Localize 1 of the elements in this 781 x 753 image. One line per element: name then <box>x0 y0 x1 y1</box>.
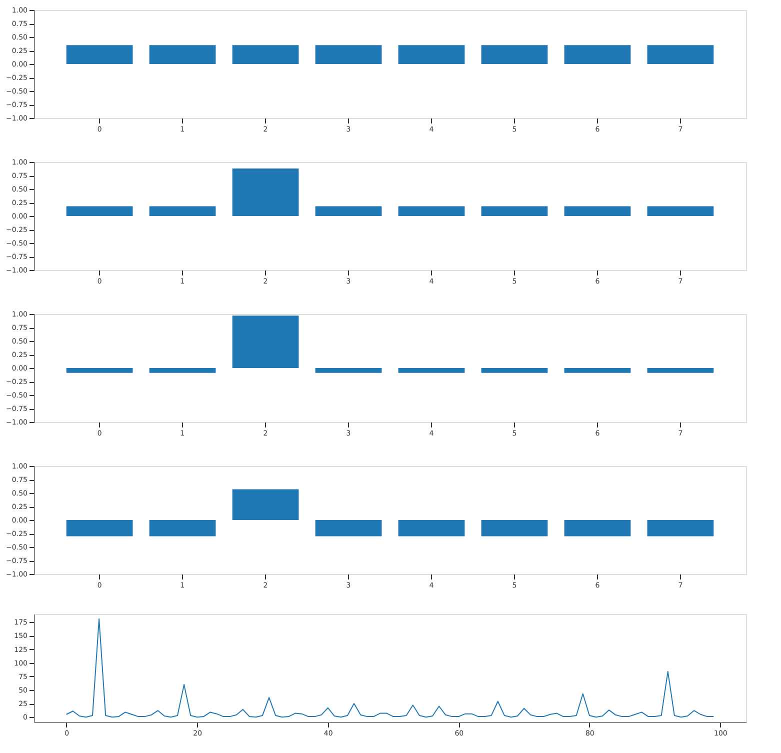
line-series <box>66 618 714 718</box>
